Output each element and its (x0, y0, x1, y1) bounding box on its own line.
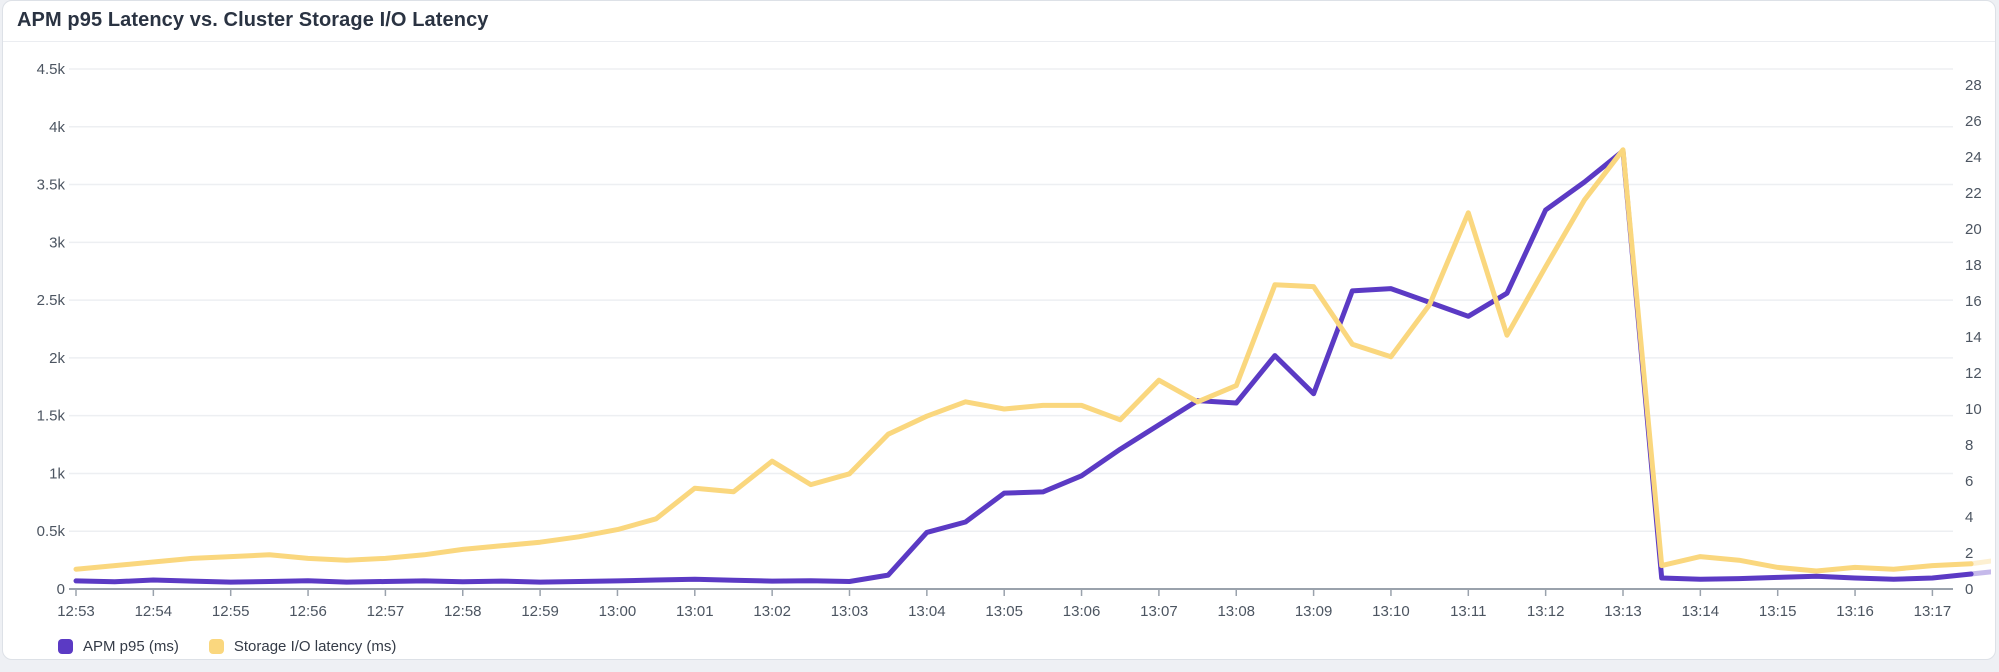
svg-text:12:59: 12:59 (521, 603, 559, 620)
svg-text:13:10: 13:10 (1372, 603, 1410, 620)
svg-text:2: 2 (1965, 545, 1973, 562)
legend-item-apm-p95[interactable]: APM p95 (ms) (58, 638, 179, 655)
gridlines (69, 68, 1953, 532)
svg-text:13:04: 13:04 (908, 603, 946, 620)
x-axis-labels: 12:53 12:54 12:55 12:56 12:57 12:58 12:59 13:00… (57, 603, 1951, 620)
legend-label-storage-io: Storage I/O latency (ms) (233, 638, 397, 655)
svg-text:13:09: 13:09 (1295, 603, 1333, 620)
title-divider (3, 41, 1995, 42)
svg-text:13:11: 13:11 (1450, 603, 1486, 620)
svg-text:13:02: 13:02 (753, 603, 791, 620)
svg-text:12:57: 12:57 (367, 603, 405, 620)
svg-text:13:07: 13:07 (1140, 603, 1178, 620)
latency-chart-area[interactable]: 12:53 12:54 12:55 12:56 12:57 12:58 12:59 13:00… (3, 1, 1997, 633)
svg-text:13:08: 13:08 (1217, 603, 1255, 620)
svg-text:22: 22 (1965, 185, 1982, 202)
svg-text:12: 12 (1965, 365, 1982, 382)
svg-text:14: 14 (1965, 329, 1982, 346)
svg-text:13:14: 13:14 (1682, 603, 1720, 620)
storage-io-line-partial (1968, 558, 1991, 567)
svg-text:16: 16 (1965, 293, 1982, 310)
svg-text:20: 20 (1965, 221, 1982, 238)
legend-label-apm-p95: APM p95 (ms) (83, 638, 179, 655)
svg-text:1.5k: 1.5k (37, 408, 66, 425)
svg-text:12:53: 12:53 (57, 603, 95, 620)
left-axis-labels: 0 0.5k 1k 1.5k 2k 2.5k 3k 3.5k 4k 4.5k (37, 61, 66, 598)
svg-text:28: 28 (1965, 77, 1982, 94)
svg-text:3k: 3k (49, 234, 65, 251)
apm-p95-line (73, 148, 1974, 585)
svg-text:4k: 4k (49, 119, 65, 136)
svg-text:2k: 2k (49, 350, 65, 367)
series-lines (73, 147, 1991, 585)
storage-io-swatch-icon (208, 639, 224, 654)
svg-text:12:58: 12:58 (444, 603, 482, 620)
svg-text:12:55: 12:55 (212, 603, 250, 620)
chart-panel: APM p95 Latency vs. Cluster Storage I/O … (2, 0, 1996, 660)
latency-chart-svg[interactable]: 12:53 12:54 12:55 12:56 12:57 12:58 12:59 13:00… (3, 1, 1997, 633)
storage-io-line (73, 147, 1974, 574)
svg-text:0: 0 (1965, 581, 1973, 598)
svg-text:6: 6 (1965, 473, 1973, 490)
svg-text:8: 8 (1965, 437, 1973, 454)
svg-text:13:01: 13:01 (676, 603, 714, 620)
page-title: APM p95 Latency vs. Cluster Storage I/O … (17, 9, 489, 31)
svg-text:0: 0 (57, 581, 65, 598)
chart-legend: APM p95 (ms) Storage I/O latency (ms) (58, 638, 396, 655)
svg-text:13:15: 13:15 (1759, 603, 1797, 620)
svg-text:13:12: 13:12 (1527, 603, 1565, 620)
svg-text:13:03: 13:03 (831, 603, 869, 620)
svg-text:12:54: 12:54 (135, 603, 173, 620)
svg-text:13:06: 13:06 (1063, 603, 1101, 620)
svg-text:1k: 1k (49, 465, 65, 482)
svg-text:4: 4 (1965, 509, 1973, 526)
x-axis (69, 588, 1953, 596)
svg-text:4.5k: 4.5k (37, 61, 66, 78)
legend-item-storage-io[interactable]: Storage I/O latency (ms) (208, 638, 397, 655)
svg-text:2.5k: 2.5k (37, 292, 66, 309)
svg-text:18: 18 (1965, 257, 1982, 274)
svg-text:24: 24 (1965, 149, 1982, 166)
apm-p95-line-partial (1968, 569, 1991, 577)
svg-text:13:17: 13:17 (1914, 603, 1952, 620)
svg-text:12:56: 12:56 (289, 603, 327, 620)
svg-text:13:00: 13:00 (599, 603, 637, 620)
svg-text:13:05: 13:05 (985, 603, 1023, 620)
svg-text:10: 10 (1965, 401, 1982, 418)
apm-p95-swatch-icon (58, 639, 73, 654)
svg-text:3.5k: 3.5k (37, 177, 66, 194)
svg-text:26: 26 (1965, 113, 1982, 130)
svg-text:0.5k: 0.5k (37, 523, 66, 540)
svg-text:13:13: 13:13 (1604, 603, 1642, 620)
svg-text:13:16: 13:16 (1836, 603, 1874, 620)
